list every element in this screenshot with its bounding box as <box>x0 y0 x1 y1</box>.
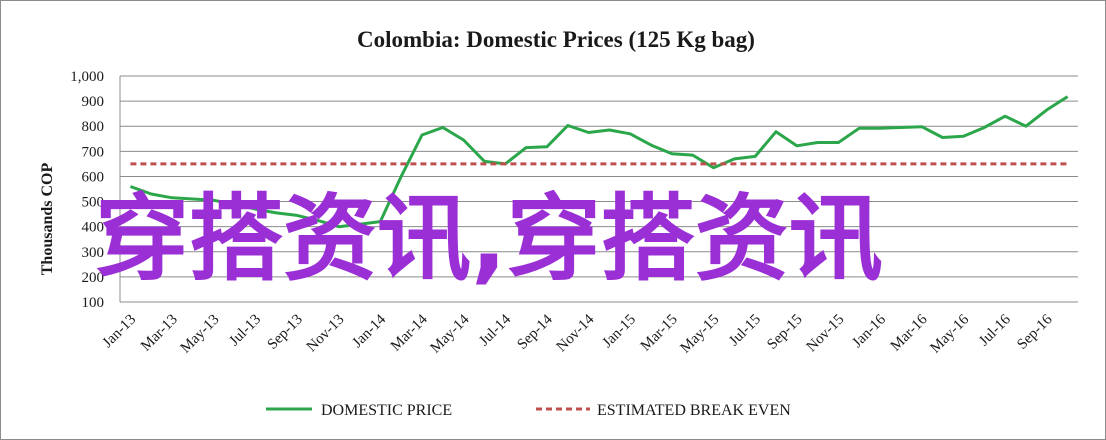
y-tick-label: 600 <box>82 169 105 185</box>
axes <box>119 76 1078 303</box>
x-tick-label: Mar-16 <box>888 311 931 354</box>
x-tick-label: Nov-14 <box>554 311 598 355</box>
x-tick-label: Nov-13 <box>304 312 348 356</box>
x-tick-label: Mar-15 <box>638 312 681 355</box>
y-axis-label: Thousands COP <box>39 163 56 276</box>
series-domestic-price <box>129 95 1069 229</box>
series-lines <box>129 95 1069 229</box>
y-tick-label: 400 <box>82 220 105 236</box>
x-tick-label: Jul-13 <box>226 312 264 350</box>
x-tick-label: Jul-15 <box>726 312 764 350</box>
x-tick-label: Jul-14 <box>476 311 514 349</box>
y-tick-label: 1,000 <box>70 69 104 85</box>
x-tick-label: May-15 <box>677 312 722 357</box>
y-tick-label: 200 <box>82 270 105 286</box>
x-tick-label: Jan-14 <box>350 311 390 351</box>
y-tick-label: 100 <box>82 295 105 311</box>
chart-title: Colombia: Domestic Prices (125 Kg bag) <box>357 27 755 52</box>
y-tick-label: 300 <box>82 245 105 261</box>
x-tick-label: May-14 <box>428 311 473 356</box>
legend: DOMESTIC PRICE ESTIMATED BREAK EVEN <box>266 402 791 419</box>
x-tick-label: Mar-13 <box>138 312 181 355</box>
x-tick-label: Sep-13 <box>264 312 305 353</box>
y-tick-label: 700 <box>82 144 105 160</box>
x-tick-label: Sep-15 <box>764 312 805 353</box>
x-tick-label: May-16 <box>927 311 972 356</box>
y-tick-label: 900 <box>82 94 105 110</box>
x-tick-label: Jul-16 <box>976 311 1014 349</box>
x-tick-label: Mar-14 <box>388 311 431 354</box>
x-tick-label: Jan-16 <box>849 311 889 351</box>
x-tick-label: Sep-16 <box>1014 311 1056 353</box>
y-tick-label: 500 <box>82 195 105 211</box>
watermark-overlay: 穿搭资讯,穿搭资讯 <box>95 185 883 294</box>
y-axis-ticks: 100 200 300 400 500 600 700 800 900 1,000 <box>70 69 104 311</box>
x-tick-label: May-13 <box>178 312 223 357</box>
y-tick-label: 800 <box>82 119 105 135</box>
x-tick-label: Jan-15 <box>599 312 639 352</box>
x-tick-label: Jan-13 <box>100 312 140 352</box>
legend-label-break-even: ESTIMATED BREAK EVEN <box>597 402 791 419</box>
legend-label-domestic-price: DOMESTIC PRICE <box>321 402 452 419</box>
x-tick-label: Nov-15 <box>804 312 848 356</box>
x-tick-label: Sep-14 <box>514 311 556 353</box>
